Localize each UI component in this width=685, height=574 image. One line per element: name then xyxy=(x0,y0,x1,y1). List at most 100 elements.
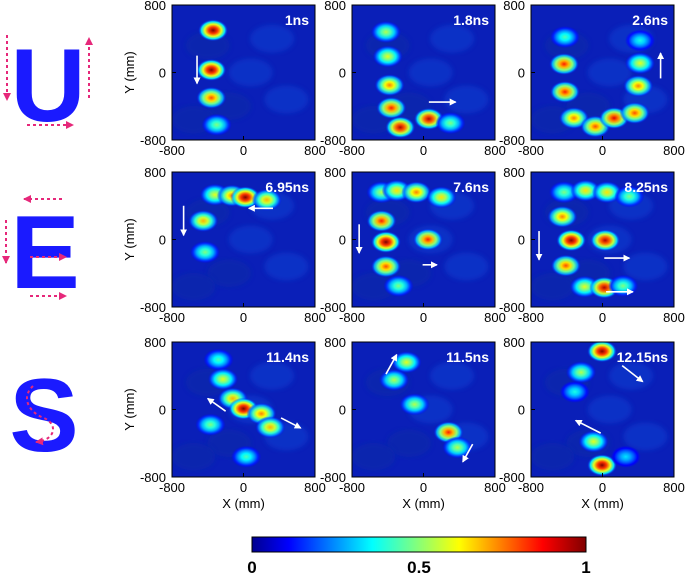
y-axis-label: Y (mm) xyxy=(122,388,137,430)
field-spot xyxy=(207,368,238,391)
colorbar: 0 0.5 1 xyxy=(247,536,591,574)
x-tick-label: 0 xyxy=(599,480,606,495)
panel-field xyxy=(172,348,309,471)
x-axis-label: X (mm) xyxy=(402,496,445,511)
time-label: 11.5ns xyxy=(446,349,489,365)
background-texture xyxy=(250,24,295,53)
field-spot xyxy=(231,445,262,468)
field-spot xyxy=(372,45,403,68)
propagation-arrow xyxy=(574,419,602,434)
x-tick-label: 800 xyxy=(304,480,326,495)
y-axis-label: Y (mm) xyxy=(122,218,137,260)
y-tick-label: -800 xyxy=(499,133,525,148)
time-label: 8.25ns xyxy=(624,179,668,195)
background-texture xyxy=(172,442,216,471)
letter-e-group: E xyxy=(2,195,80,311)
background-texture xyxy=(228,58,273,87)
panel-field xyxy=(352,351,489,471)
letter-s: S xyxy=(9,358,78,474)
letter-s-group: S xyxy=(9,358,78,474)
time-label: 7.6ns xyxy=(453,179,489,195)
field-spot xyxy=(383,274,414,297)
background-texture xyxy=(264,252,309,281)
y-tick-label: -800 xyxy=(140,470,166,485)
field-spot xyxy=(623,75,654,97)
x-tick-label: -800 xyxy=(159,143,185,158)
x-tick-label: 0 xyxy=(420,143,427,158)
background-texture xyxy=(444,85,489,114)
field-spot xyxy=(385,116,416,139)
background-texture xyxy=(609,361,654,390)
background-texture xyxy=(587,58,632,87)
y-tick-label: -800 xyxy=(320,300,346,315)
y-tick-label: -800 xyxy=(320,133,346,148)
panels: -800 0 800 800 0 -800 1ns Y (mm) -800 0 800 800 0 -80… xyxy=(122,0,685,511)
heatmap-panel-1-2: -800 0 800 800 0 -800 8.25ns xyxy=(499,165,685,325)
field-spot xyxy=(549,26,580,49)
y-tick-label: -800 xyxy=(499,470,525,485)
propagation-arrow xyxy=(280,417,302,429)
field-spot xyxy=(391,351,422,374)
y-tick-label: 0 xyxy=(518,233,525,248)
field-spot xyxy=(198,19,229,42)
x-tick-label: 0 xyxy=(240,143,247,158)
background-texture xyxy=(531,272,575,301)
propagation-arrow xyxy=(385,353,398,375)
field-spot xyxy=(196,86,227,109)
background-texture xyxy=(352,442,396,471)
x-axis-label: X (mm) xyxy=(581,496,624,511)
background-texture xyxy=(623,252,668,281)
heatmap-panel-1-1: -800 0 800 800 0 -800 7.6ns xyxy=(320,165,506,325)
panel-field xyxy=(531,24,668,138)
y-tick-label: 0 xyxy=(159,403,166,418)
background-texture xyxy=(207,259,252,288)
x-tick-label: 800 xyxy=(304,310,326,325)
propagation-arrow xyxy=(462,443,474,463)
propagation-arrow xyxy=(621,364,644,383)
x-tick-label: 0 xyxy=(420,310,427,325)
x-tick-label: -800 xyxy=(518,480,544,495)
field-spot xyxy=(614,185,645,208)
field-spot xyxy=(201,113,232,136)
colorbar-tick-0: 0 xyxy=(247,558,256,574)
field-spot xyxy=(625,29,656,52)
y-tick-label: 800 xyxy=(324,0,346,13)
y-tick-label: 0 xyxy=(159,66,166,81)
x-tick-label: 800 xyxy=(663,310,685,325)
y-tick-label: 0 xyxy=(339,233,346,248)
y-tick-label: 0 xyxy=(339,403,346,418)
field-spot xyxy=(625,52,656,75)
field-spot xyxy=(610,445,641,468)
field-spot xyxy=(366,209,397,232)
panel-field xyxy=(352,179,489,301)
background-texture xyxy=(587,395,632,424)
x-tick-label: -800 xyxy=(339,480,365,495)
time-label: 1.8ns xyxy=(453,12,489,28)
field-spot xyxy=(549,53,580,76)
x-tick-label: 0 xyxy=(599,143,606,158)
panel-field xyxy=(172,19,309,136)
x-tick-label: -800 xyxy=(339,310,365,325)
field-spot xyxy=(196,58,227,81)
letter-u-arrows xyxy=(3,35,93,129)
x-tick-label: 800 xyxy=(663,480,685,495)
field-spot xyxy=(370,255,401,278)
field-spot xyxy=(399,393,430,416)
field-spot xyxy=(587,342,618,363)
y-tick-label: -800 xyxy=(140,300,166,315)
time-label: 1ns xyxy=(285,12,309,28)
field-spot xyxy=(195,413,226,436)
field-spot xyxy=(590,229,621,252)
heatmap-panel-0-2: -800 0 800 800 0 -800 2.6ns xyxy=(499,0,685,158)
heatmap-panel-2-1: -800 0 800 800 0 -800 11.5ns X (mm) xyxy=(320,335,506,511)
propagation-arrow xyxy=(206,397,227,412)
y-tick-label: -800 xyxy=(499,300,525,315)
field-spot xyxy=(379,368,410,391)
x-tick-label: -800 xyxy=(159,480,185,495)
x-tick-label: -800 xyxy=(518,310,544,325)
letter-u-group: U xyxy=(3,28,93,144)
y-tick-label: 0 xyxy=(159,233,166,248)
panel-field xyxy=(172,183,309,301)
letter-s-arrow xyxy=(26,385,54,446)
background-texture xyxy=(250,361,295,390)
